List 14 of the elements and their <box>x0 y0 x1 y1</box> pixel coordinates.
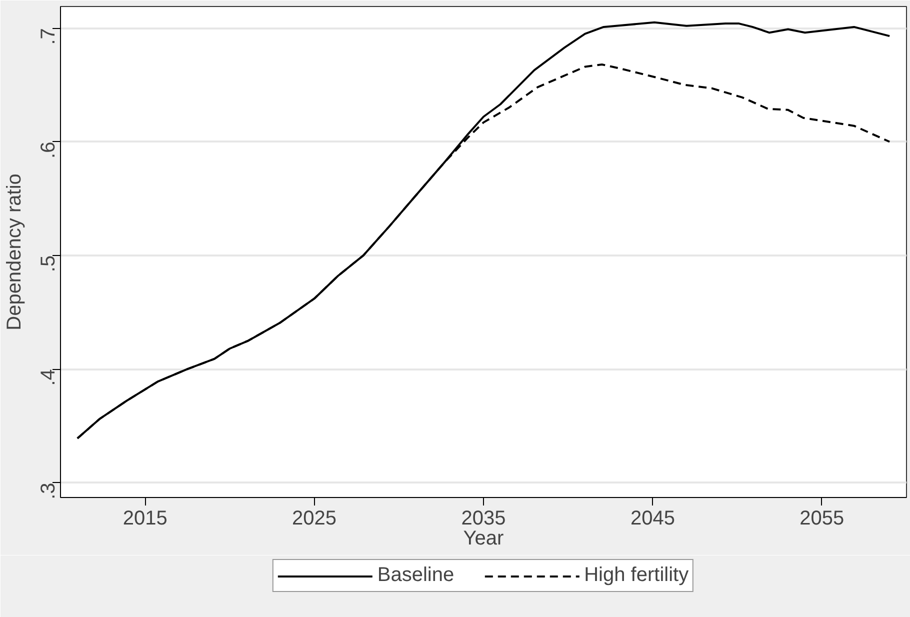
y-tick-label: .4 <box>38 369 60 386</box>
legend-label: High fertility <box>584 564 689 587</box>
y-tick-label: .6 <box>38 142 60 158</box>
x-tick-label: 2025 <box>292 508 337 530</box>
y-axis-title: Dependency ratio <box>4 174 26 330</box>
legend-label: Baseline <box>377 564 454 587</box>
y-tick-label: .7 <box>38 28 60 45</box>
x-tick-label: 2015 <box>122 508 168 530</box>
x-tick-label: 2045 <box>630 508 675 530</box>
y-tick-label: .5 <box>38 255 60 272</box>
x-tick-label: 2035 <box>461 508 506 530</box>
x-axis-title: Year <box>463 528 504 550</box>
y-tick-label: .3 <box>38 482 60 500</box>
x-tick-label: 2055 <box>800 508 844 530</box>
